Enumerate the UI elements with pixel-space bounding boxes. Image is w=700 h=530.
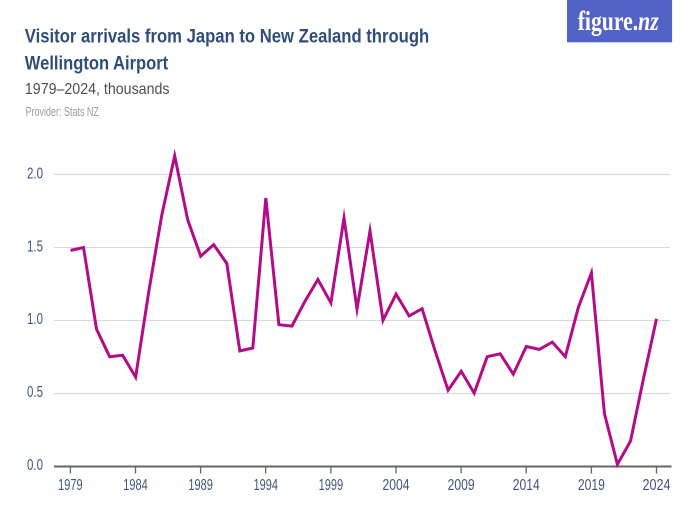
svg-text:2014: 2014 <box>513 477 540 494</box>
svg-text:1.5: 1.5 <box>27 238 43 255</box>
svg-text:0.5: 0.5 <box>27 384 43 401</box>
svg-text:1999: 1999 <box>319 477 344 494</box>
svg-text:2004: 2004 <box>383 477 410 494</box>
svg-text:Wellington Airport: Wellington Airport <box>25 53 169 75</box>
svg-text:1979–2024, thousands: 1979–2024, thousands <box>25 81 170 98</box>
svg-text:Visitor arrivals from Japan to: Visitor arrivals from Japan to New Zeala… <box>25 26 429 48</box>
svg-text:Provider: Stats NZ: Provider: Stats NZ <box>26 105 100 119</box>
svg-text:figure.nz: figure.nz <box>578 6 659 36</box>
svg-text:1989: 1989 <box>188 477 213 494</box>
svg-text:1984: 1984 <box>123 477 148 494</box>
svg-text:2.0: 2.0 <box>27 166 43 183</box>
svg-text:1994: 1994 <box>253 477 278 494</box>
svg-text:1.0: 1.0 <box>27 311 43 328</box>
svg-text:2024: 2024 <box>643 477 671 494</box>
svg-text:2019: 2019 <box>578 477 605 494</box>
svg-text:1979: 1979 <box>58 477 83 494</box>
svg-text:0.0: 0.0 <box>27 457 43 474</box>
svg-text:2009: 2009 <box>448 477 475 494</box>
